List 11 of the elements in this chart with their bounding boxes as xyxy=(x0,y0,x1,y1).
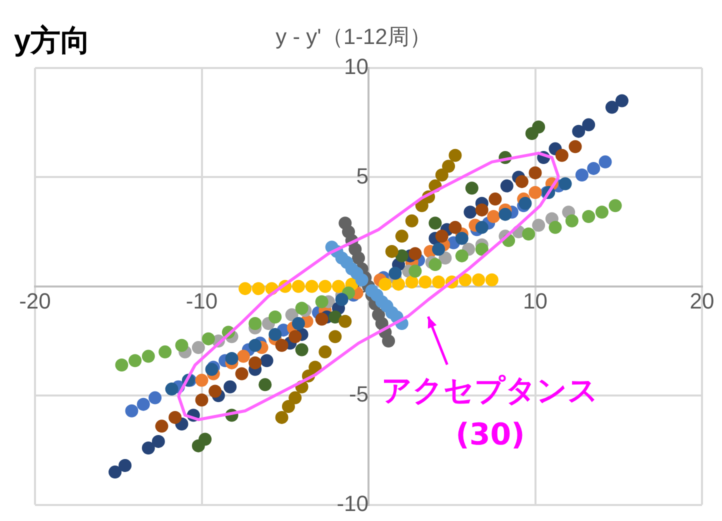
y-tick-label: -5 xyxy=(348,382,368,407)
annotation: アクセプタンス (30) xyxy=(382,373,599,452)
chart-title: y方向 xyxy=(14,23,91,58)
x-tick-label: 10 xyxy=(523,288,548,314)
chart-subtitle: y - y'（1-12周） xyxy=(276,24,432,50)
x-tick-label: 20 xyxy=(690,288,714,314)
x-tick-label: -10 xyxy=(186,288,218,314)
y-tick-label: 5 xyxy=(356,163,368,188)
x-tick-label: -20 xyxy=(19,288,51,314)
y-tick-label: -10 xyxy=(336,490,368,516)
y-tick-label: 10 xyxy=(344,54,368,80)
